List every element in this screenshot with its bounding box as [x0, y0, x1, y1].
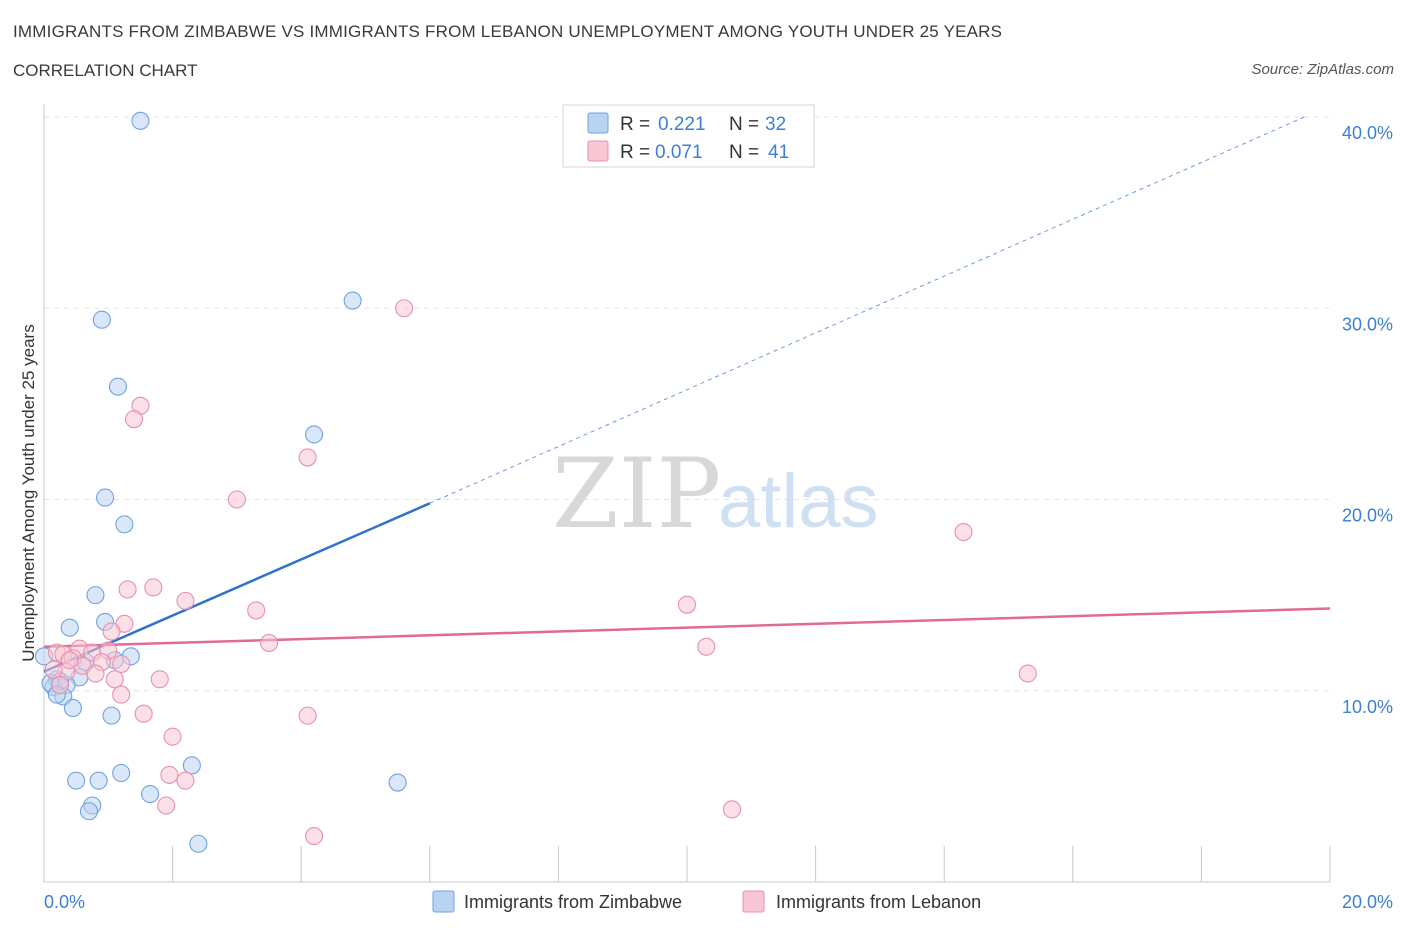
bottom-legend-label-zimbabwe: Immigrants from Zimbabwe: [464, 892, 682, 912]
data-points: [34, 111, 1037, 853]
y-tick-label-10: 10.0%: [1342, 697, 1393, 717]
legend-n-value-lebanon: 41: [768, 142, 789, 163]
lebanon-point-26: [112, 654, 131, 674]
lebanon-point-10: [247, 601, 266, 620]
lebanon-point-34: [163, 727, 182, 746]
bottom-legend: Immigrants from Zimbabwe Immigrants from…: [432, 890, 981, 913]
lebanon-point-37: [157, 796, 176, 815]
zimbabwe-point-23: [102, 706, 121, 725]
zimbabwe-point-6: [115, 515, 134, 534]
zimbabwe-point-2: [92, 310, 111, 329]
lebanon-point-27: [1018, 664, 1037, 683]
zimbabwe-point-32: [189, 834, 208, 853]
legend-r-label-lebanon: R =: [620, 142, 650, 163]
source-label: Source: ZipAtlas.com: [1251, 61, 1394, 78]
x-tick-label-min: 0.0%: [44, 892, 85, 912]
lebanon-point-36: [176, 771, 195, 790]
zimbabwe-point-22: [63, 698, 82, 718]
zimbabwe-point-26: [67, 771, 86, 790]
lebanon-point-31: [112, 685, 131, 704]
lebanon-point-9: [677, 595, 697, 614]
lebanon-point-8: [176, 591, 195, 610]
lebanon-point-4: [227, 490, 246, 509]
bottom-legend-label-lebanon: Immigrants from Lebanon: [776, 892, 981, 912]
legend-r-label-zimbabwe: R =: [620, 114, 650, 135]
legend-r-value-zimbabwe: 0.221: [658, 114, 706, 135]
y-tick-label-30: 30.0%: [1342, 314, 1393, 334]
lebanon-point-24: [86, 664, 105, 683]
lebanon-point-12: [102, 622, 121, 641]
zimbabwe-point-8: [60, 618, 79, 637]
x-tick-marks: [43, 846, 1331, 882]
legend-n-label-zimbabwe: N =: [729, 114, 759, 135]
lebanon-point-38: [722, 800, 742, 819]
trend-lines: [43, 116, 1331, 673]
zimbabwe-point-31: [79, 802, 99, 821]
legend-n-value-zimbabwe: 32: [765, 114, 786, 135]
chart-title: IMMIGRANTS FROM ZIMBABWE VS IMMIGRANTS F…: [13, 22, 1003, 41]
bottom-legend-swatch-lebanon: [742, 890, 765, 913]
zimbabwe-point-1: [343, 291, 362, 310]
lebanon-point-32: [134, 704, 153, 723]
zimbabwe-point-27: [89, 771, 108, 790]
lebanon-point-2: [124, 410, 144, 429]
legend-n-label-lebanon: N =: [729, 142, 759, 163]
lebanon-point-3: [298, 448, 317, 467]
lebanon-point-6: [118, 580, 137, 599]
y-tick-label-40: 40.0%: [1342, 123, 1393, 143]
zimbabwe-point-4: [305, 425, 324, 444]
lebanon-point-30: [51, 675, 70, 695]
lebanon-trend-line: [43, 607, 1331, 649]
legend-box: R = 0.221 N = 32 R = 0.071 N = 41: [562, 104, 815, 168]
lebanon-point-29: [150, 670, 169, 689]
lebanon-point-33: [298, 706, 317, 725]
legend-swatch-lebanon: [587, 140, 609, 162]
watermark-zip: ZIP: [552, 438, 721, 550]
lebanon-point-7: [144, 578, 163, 597]
legend-swatch-zimbabwe: [587, 112, 609, 134]
lebanon-point-40: [60, 651, 79, 670]
legend-r-value-lebanon: 0.071: [655, 142, 703, 163]
lebanon-point-5: [954, 522, 973, 542]
lebanon-point-14: [697, 637, 716, 656]
zimbabwe-point-7: [86, 586, 105, 605]
lebanon-point-25: [44, 660, 63, 679]
lebanon-point-39: [305, 827, 324, 846]
bottom-legend-swatch-zimbabwe: [432, 890, 455, 913]
zimbabwe-point-3: [108, 377, 127, 396]
watermark: ZIP atlas: [552, 438, 879, 550]
lebanon-point-28: [105, 670, 124, 689]
lebanon-point-35: [160, 765, 179, 784]
lebanon-point-0: [395, 299, 414, 318]
watermark-atlas: atlas: [718, 459, 879, 544]
y-axis-label: Unemployment Among Youth under 25 years: [19, 324, 38, 661]
lebanon-point-13: [259, 633, 279, 652]
x-tick-label-max: 20.0%: [1342, 892, 1393, 912]
zimbabwe-point-24: [182, 756, 201, 775]
zimbabwe-point-29: [141, 784, 160, 804]
zimbabwe-point-0: [131, 111, 150, 130]
zimbabwe-point-5: [96, 488, 115, 507]
zimbabwe-point-25: [112, 763, 131, 783]
zimbabwe-point-28: [388, 773, 407, 792]
y-tick-labels: 10.0% 20.0% 30.0% 40.0%: [1342, 123, 1393, 717]
chart-subtitle: CORRELATION CHART: [13, 61, 198, 80]
y-tick-label-20: 20.0%: [1342, 506, 1393, 526]
